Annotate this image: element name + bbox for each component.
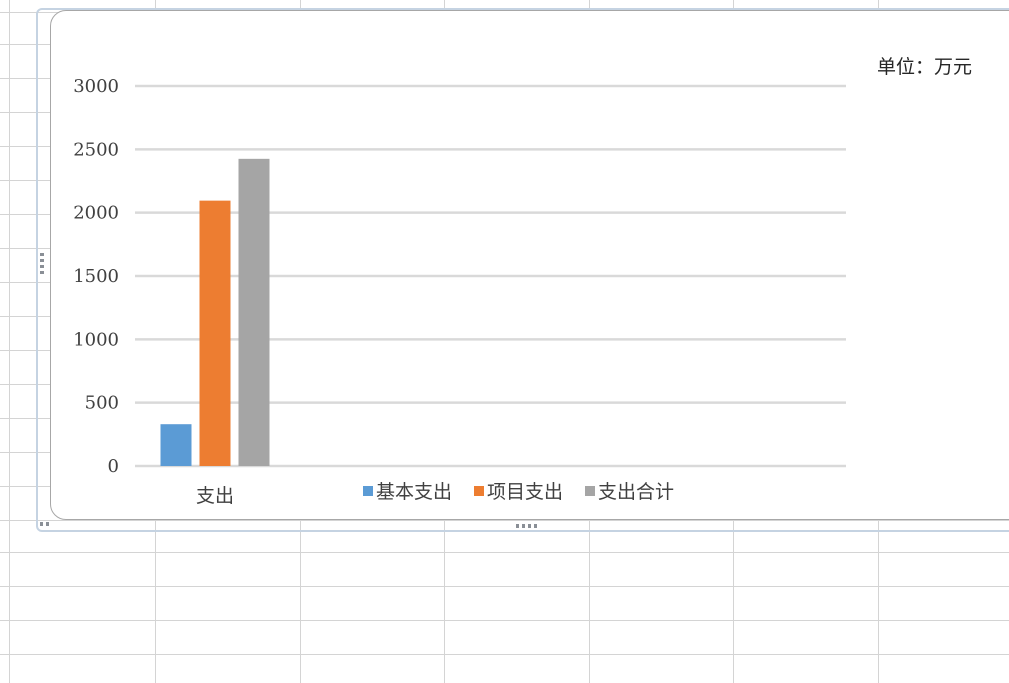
resize-handle-bottom[interactable] [528, 524, 531, 528]
resize-handle-corner[interactable] [46, 522, 49, 526]
resize-handle-bottom[interactable] [516, 524, 519, 528]
chart-selection-frame[interactable] [36, 8, 1009, 532]
y-tick-label: 1000 [73, 329, 119, 350]
y-tick-label: 2000 [73, 203, 119, 224]
resize-handle-left[interactable] [40, 271, 44, 274]
unit-label: 单位：万元 [877, 56, 973, 78]
resize-handle-corner[interactable] [40, 522, 43, 526]
y-tick-label: 0 [108, 456, 119, 477]
bar[interactable] [238, 158, 270, 467]
chart-area[interactable]: 单位：万元 0 500 1000 1500 2000 2500 3000 支出 基本支出 项目支出… [50, 10, 1009, 520]
legend-label: 项目支出 [487, 481, 563, 503]
resize-handle-left[interactable] [40, 253, 44, 256]
y-tick-label: 1500 [73, 266, 119, 287]
y-tick-label: 2500 [73, 139, 119, 160]
bar[interactable] [199, 200, 231, 466]
y-tick-label: 500 [85, 393, 119, 414]
x-tick-label: 支出 [196, 485, 234, 507]
resize-handle-left[interactable] [40, 259, 44, 262]
legend-swatch [474, 486, 484, 496]
y-tick-label: 3000 [73, 76, 119, 97]
resize-handle-left[interactable] [40, 265, 44, 268]
legend-label: 支出合计 [598, 481, 674, 503]
bar[interactable] [160, 424, 192, 466]
resize-handle-bottom[interactable] [534, 524, 537, 528]
legend-swatch [363, 486, 373, 496]
legend-swatch [585, 486, 595, 496]
resize-handle-bottom[interactable] [522, 524, 525, 528]
bar-chart: 0 500 1000 1500 2000 2500 3000 支出 基本支出 项目支出 支出合计 [73, 76, 846, 507]
legend-label: 基本支出 [376, 481, 452, 503]
